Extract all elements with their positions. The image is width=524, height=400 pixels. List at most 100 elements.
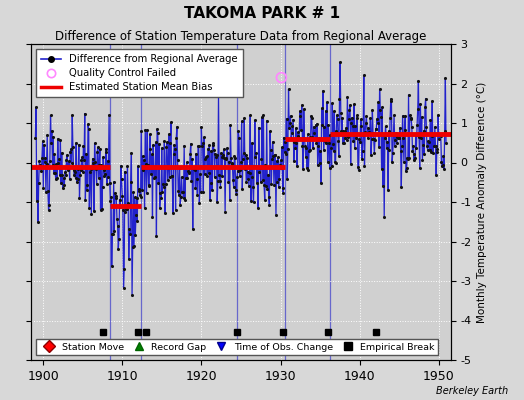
Point (358, 156, 366, 163)
Point (403, 156, 412, 162)
Point (51, 176, 60, 182)
Point (161, 210, 169, 216)
Point (254, 205, 263, 211)
Point (263, 186, 271, 192)
Point (37, 168, 46, 174)
Point (441, 75, 450, 81)
Point (139, 166, 147, 173)
Point (389, 131, 398, 137)
Point (341, 128, 350, 134)
Point (154, 180, 162, 186)
Point (93, 148, 102, 155)
Point (32, 198, 41, 204)
Point (238, 186, 246, 192)
Point (138, 153, 147, 159)
Point (266, 128, 274, 135)
Point (277, 165, 286, 171)
Point (429, 131, 438, 137)
Point (242, 179, 250, 186)
Point (141, 161, 150, 167)
Point (163, 177, 172, 183)
Point (338, 115, 346, 121)
Point (171, 206, 180, 213)
Point (387, 96, 395, 102)
Point (150, 164, 158, 170)
Point (177, 174, 185, 180)
Point (111, 190, 119, 196)
Point (257, 155, 266, 162)
Point (92, 165, 100, 172)
Point (180, 142, 188, 149)
Point (331, 160, 340, 166)
Point (207, 147, 215, 154)
Point (60, 182, 69, 188)
Point (280, 134, 288, 141)
Point (195, 200, 203, 206)
Point (219, 152, 227, 158)
Point (58, 172, 67, 178)
Point (134, 163, 142, 170)
Point (319, 88, 327, 94)
Point (206, 197, 214, 204)
Point (166, 140, 174, 146)
Point (313, 162, 322, 168)
Point (322, 140, 331, 146)
Point (253, 164, 261, 170)
Point (190, 166, 198, 172)
Point (292, 140, 301, 146)
Point (281, 138, 289, 145)
Point (383, 145, 391, 151)
Point (423, 143, 431, 149)
Point (300, 135, 309, 141)
Point (428, 98, 436, 104)
Point (209, 142, 217, 148)
Point (411, 155, 419, 161)
Point (333, 116, 342, 122)
Point (332, 128, 341, 134)
Point (361, 163, 369, 170)
Point (140, 157, 148, 163)
Point (162, 144, 170, 150)
Point (117, 176, 126, 182)
Point (192, 176, 201, 182)
Point (392, 140, 401, 146)
Point (350, 101, 358, 108)
Point (366, 115, 375, 121)
Point (63, 167, 72, 174)
Point (432, 172, 440, 178)
Point (156, 190, 165, 196)
Point (340, 140, 348, 146)
Point (298, 142, 307, 149)
Point (42, 189, 50, 195)
Point (391, 136, 400, 143)
Point (39, 185, 48, 192)
Point (343, 137, 351, 143)
Point (278, 184, 287, 191)
Point (249, 184, 257, 190)
Point (346, 161, 355, 167)
Point (54, 160, 62, 166)
Point (431, 143, 440, 149)
Point (159, 180, 167, 187)
Point (187, 178, 195, 184)
Point (94, 174, 103, 181)
Point (109, 230, 117, 237)
Point (308, 114, 316, 121)
Point (390, 142, 399, 149)
Point (247, 174, 256, 180)
Point (413, 122, 421, 128)
Point (179, 189, 187, 196)
Point (232, 187, 240, 193)
Point (257, 179, 265, 185)
Point (408, 124, 416, 130)
Point (50, 151, 59, 157)
Point (186, 151, 194, 157)
Point (323, 99, 331, 105)
Text: Berkeley Earth: Berkeley Earth (436, 386, 508, 396)
Point (232, 190, 241, 197)
Point (399, 134, 408, 141)
Point (354, 164, 362, 170)
Point (301, 142, 309, 149)
Point (234, 168, 242, 174)
Point (68, 160, 76, 166)
